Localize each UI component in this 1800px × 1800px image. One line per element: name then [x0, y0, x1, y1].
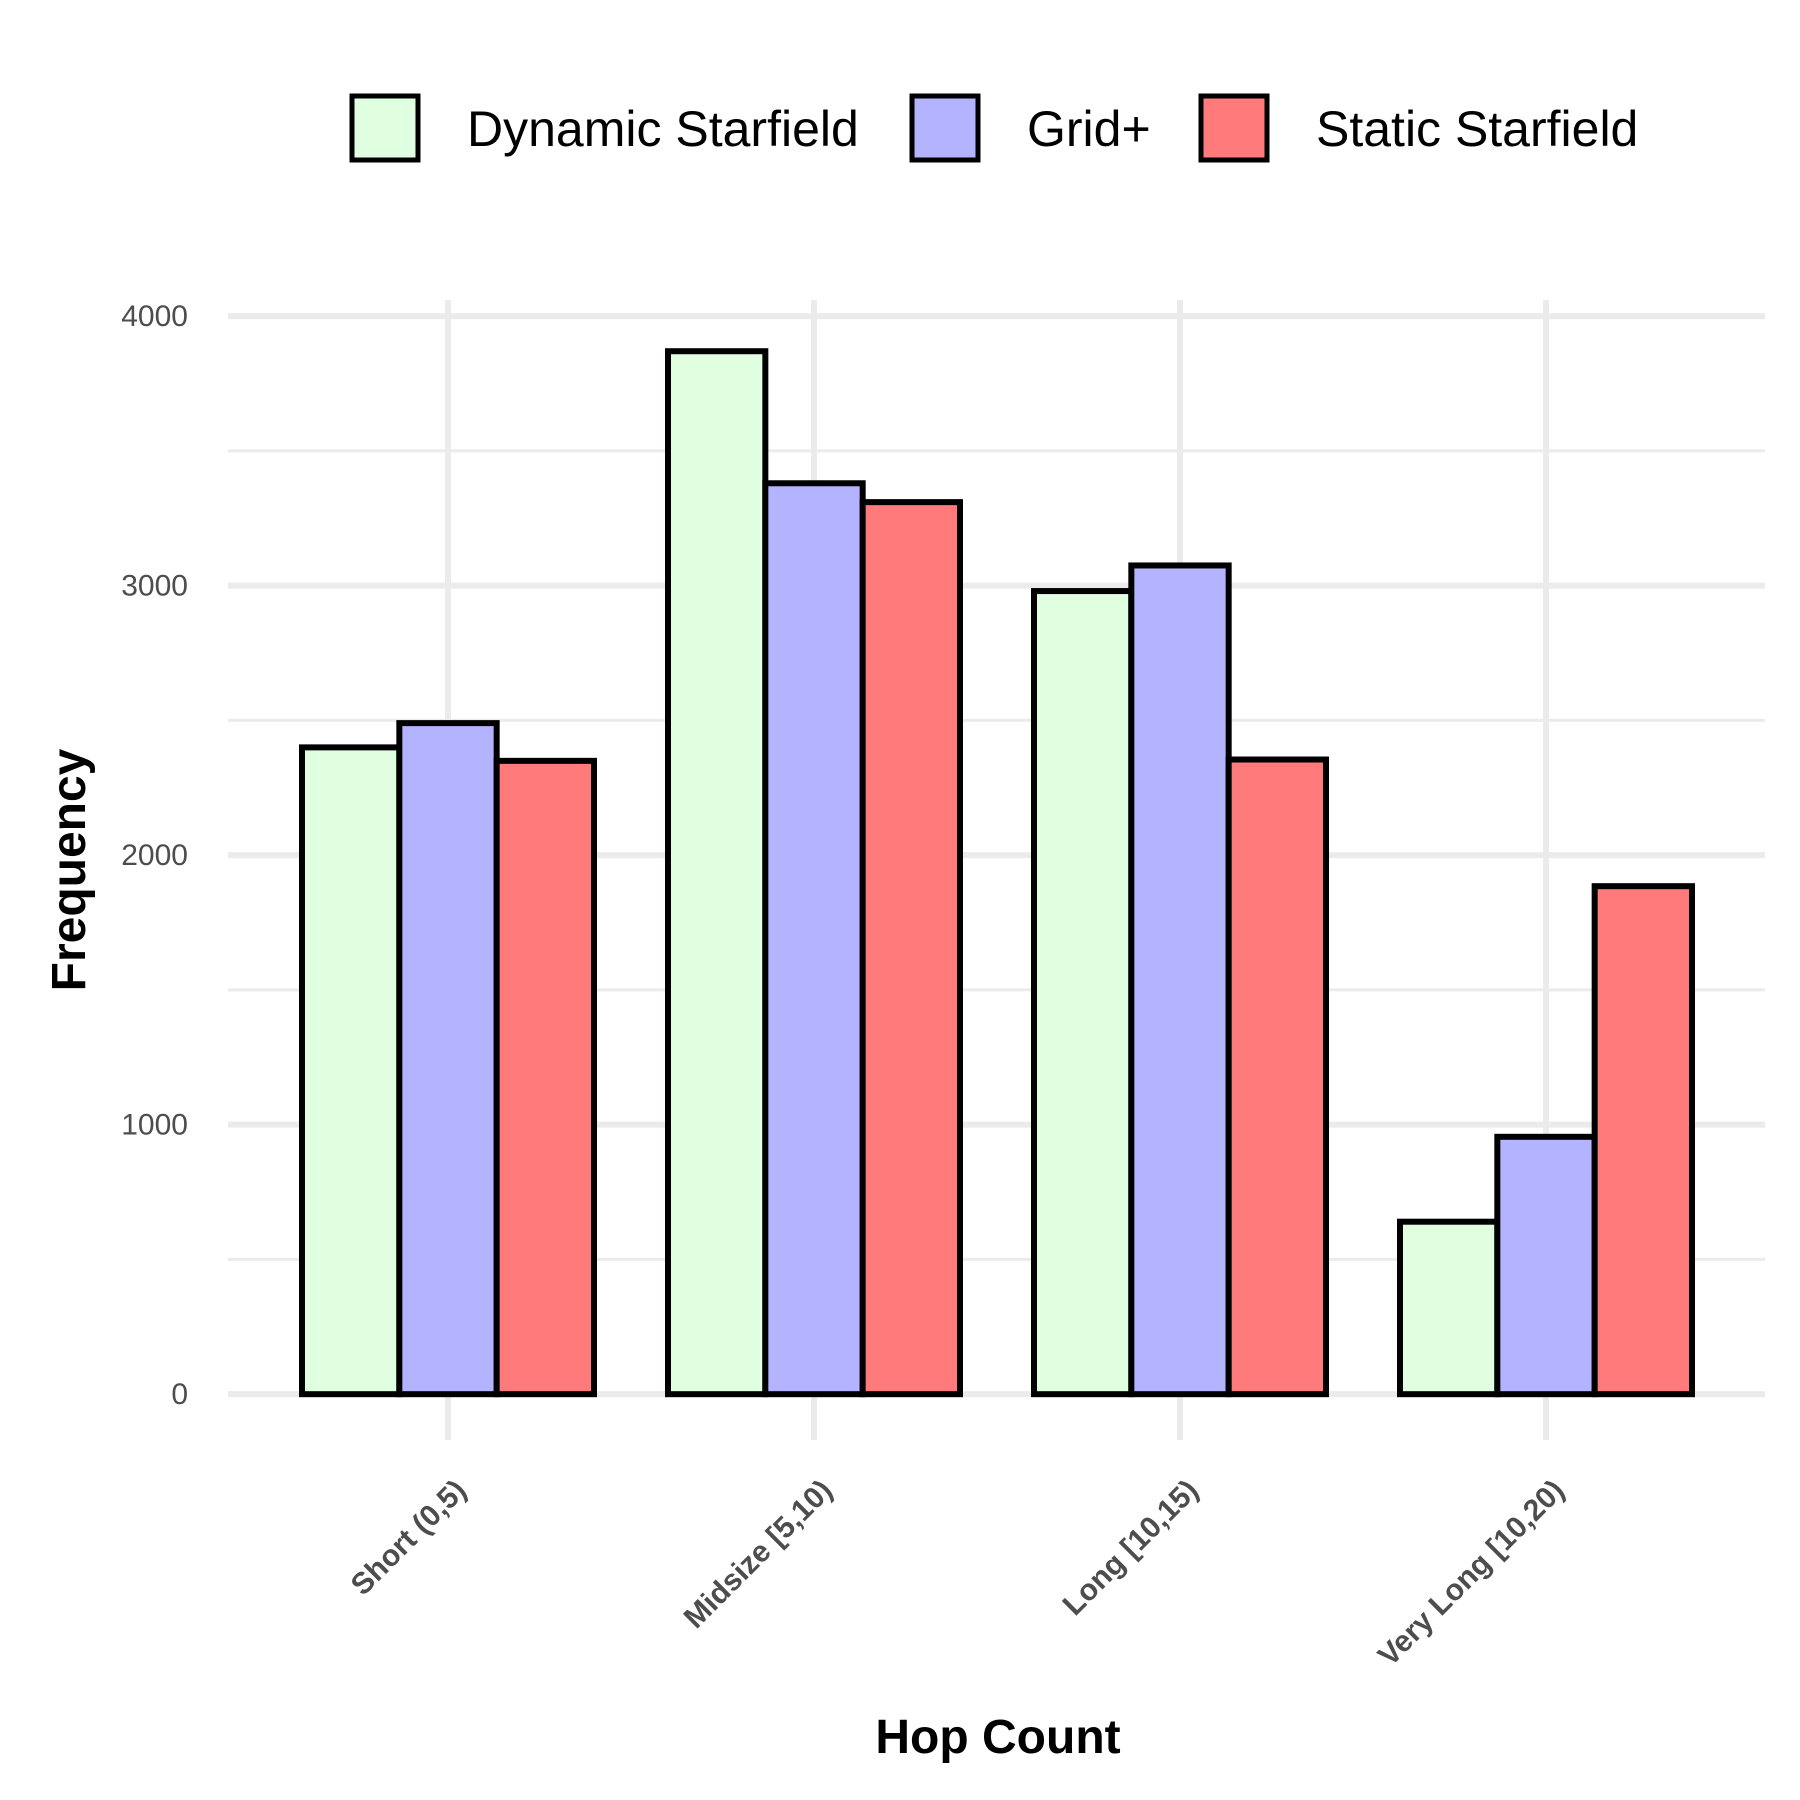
bar: [396, 720, 500, 1398]
y-tick-label: 2000: [121, 839, 188, 872]
legend-label: Static Starfield: [1316, 101, 1638, 157]
x-tick-label: Short (0,5): [345, 1474, 473, 1602]
x-tick-label: Very Long [10,20): [1372, 1474, 1571, 1673]
legend-key: [909, 93, 981, 163]
bar: [1128, 562, 1232, 1398]
x-tick-label: Midsize [5,10): [678, 1474, 839, 1635]
bar: [493, 757, 597, 1398]
bar: [859, 499, 964, 1398]
y-axis-ticks: 0 1000 2000 3000 4000: [121, 300, 188, 1411]
bar: [1031, 588, 1135, 1398]
bar: [762, 480, 866, 1398]
legend-key: [349, 93, 421, 163]
bar: [1397, 1218, 1501, 1398]
bar: [1494, 1133, 1598, 1398]
y-axis-title: Frequency: [43, 748, 96, 991]
x-axis-ticks: Short (0,5) Midsize [5,10) Long [10,15) Ver…: [345, 1474, 1571, 1673]
legend-key: [1198, 93, 1270, 163]
bars: [299, 348, 1695, 1398]
bar: [665, 348, 769, 1398]
y-tick-label: 1000: [121, 1109, 188, 1142]
legend-label: Dynamic Starfield: [467, 101, 859, 157]
bar: [1225, 756, 1329, 1398]
bar: [1591, 883, 1695, 1398]
y-tick-label: 4000: [121, 300, 188, 333]
bar: [299, 744, 403, 1398]
legend-label: Grid+: [1027, 101, 1151, 157]
legend: Dynamic Starfield Grid+ Static Starfield: [349, 93, 1638, 163]
y-tick-label: 0: [171, 1378, 188, 1411]
x-axis-title: Hop Count: [875, 1711, 1120, 1764]
y-tick-label: 3000: [121, 570, 188, 603]
x-tick-label: Long [10,15): [1057, 1474, 1205, 1622]
